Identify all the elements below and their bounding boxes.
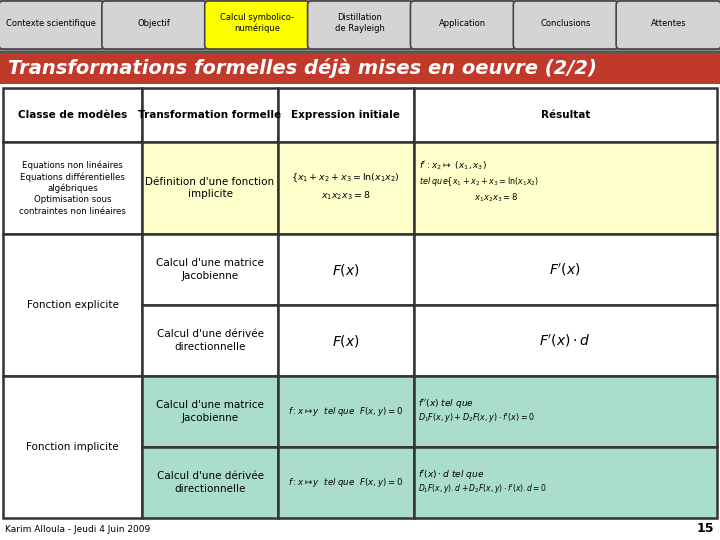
Bar bbox=[413, 447, 717, 518]
Text: $D_1F(x,y)+D_2F(x,y)\cdot f'(x)=0$: $D_1F(x,y)+D_2F(x,y)\cdot f'(x)=0$ bbox=[418, 411, 534, 424]
Bar bbox=[413, 234, 717, 305]
Bar bbox=[413, 305, 717, 376]
Text: Résultat: Résultat bbox=[541, 110, 590, 120]
Text: Calcul d'une dérivée
directionnelle: Calcul d'une dérivée directionnelle bbox=[156, 471, 264, 494]
FancyBboxPatch shape bbox=[616, 1, 720, 49]
Text: Classe de modèles: Classe de modèles bbox=[18, 110, 127, 120]
FancyBboxPatch shape bbox=[410, 1, 516, 49]
Bar bbox=[143, 376, 278, 447]
Bar bbox=[278, 88, 413, 141]
Text: $F(x)$: $F(x)$ bbox=[332, 262, 359, 278]
Text: $F'(x)$: $F'(x)$ bbox=[549, 261, 581, 278]
Bar bbox=[143, 305, 278, 376]
Text: Transformations formelles déjà mises en oeuvre (2/2): Transformations formelles déjà mises en … bbox=[8, 58, 597, 78]
Text: Calcul d'une matrice
Jacobienne: Calcul d'une matrice Jacobienne bbox=[156, 400, 264, 423]
Bar bbox=[278, 141, 413, 234]
Bar bbox=[3, 141, 143, 234]
Text: Fonction implicite: Fonction implicite bbox=[27, 442, 119, 452]
Text: Equations non linéaires
Equations différentielles
algébriques
Optimisation sous
: Equations non linéaires Equations différ… bbox=[19, 160, 126, 215]
Text: $x_1 x_2 x_3 = 8$: $x_1 x_2 x_3 = 8$ bbox=[321, 190, 371, 202]
Bar bbox=[143, 234, 278, 305]
Text: Distillation
de Rayleigh: Distillation de Rayleigh bbox=[335, 14, 385, 33]
Bar bbox=[413, 141, 717, 234]
Text: $F(x)$: $F(x)$ bbox=[332, 333, 359, 349]
Text: $F'(x) \cdot d$: $F'(x) \cdot d$ bbox=[539, 333, 591, 349]
Text: Contexte scientifique: Contexte scientifique bbox=[6, 18, 96, 28]
Bar bbox=[278, 376, 413, 447]
Text: $f' : x_2 \mapsto\ (x_1, x_3)$: $f' : x_2 \mapsto\ (x_1, x_3)$ bbox=[418, 160, 487, 172]
FancyBboxPatch shape bbox=[307, 1, 413, 49]
Text: Définition d'une fonction
implicite: Définition d'une fonction implicite bbox=[145, 177, 274, 199]
Text: $f''(x)\ tel\ que$: $f''(x)\ tel\ que$ bbox=[418, 397, 474, 410]
Text: $x_1 x_2 x_3 = 8$: $x_1 x_2 x_3 = 8$ bbox=[474, 192, 518, 204]
Text: $f: x \mapsto y\ $ tel que $\ F(x,y)=0$: $f: x \mapsto y\ $ tel que $\ F(x,y)=0$ bbox=[288, 405, 403, 418]
Text: Expression initiale: Expression initiale bbox=[292, 110, 400, 120]
Bar bbox=[0, 52, 720, 84]
Text: Calcul d'une dérivée
directionnelle: Calcul d'une dérivée directionnelle bbox=[156, 329, 264, 352]
Bar bbox=[143, 141, 278, 234]
Bar bbox=[413, 88, 717, 141]
Text: Transformation formelle: Transformation formelle bbox=[138, 110, 282, 120]
FancyBboxPatch shape bbox=[204, 1, 310, 49]
Bar bbox=[3, 234, 143, 376]
Text: $f'(x)\cdot d\ tel\ que$: $f'(x)\cdot d\ tel\ que$ bbox=[418, 468, 484, 481]
Text: Objectif: Objectif bbox=[138, 18, 171, 28]
Text: $f: x \mapsto y\ $ tel que $\ F(x,y)=0$: $f: x \mapsto y\ $ tel que $\ F(x,y)=0$ bbox=[288, 476, 403, 489]
Text: $\left\{ x_1 + x_2 + x_3 = \ln(x_1 x_2)\right.$: $\left\{ x_1 + x_2 + x_3 = \ln(x_1 x_2)\… bbox=[292, 172, 400, 184]
Text: Karim Alloula - Jeudi 4 Juin 2009: Karim Alloula - Jeudi 4 Juin 2009 bbox=[5, 524, 150, 534]
Bar bbox=[413, 376, 717, 447]
Text: Application: Application bbox=[439, 18, 487, 28]
Bar bbox=[143, 88, 278, 141]
Text: Calcul d'une matrice
Jacobienne: Calcul d'une matrice Jacobienne bbox=[156, 259, 264, 281]
FancyBboxPatch shape bbox=[102, 1, 207, 49]
Text: 15: 15 bbox=[696, 523, 714, 536]
FancyBboxPatch shape bbox=[513, 1, 618, 49]
Text: Calcul symbolico-
numérique: Calcul symbolico- numérique bbox=[220, 13, 294, 33]
Bar bbox=[0, 0, 720, 52]
Bar bbox=[143, 447, 278, 518]
Text: Conclusions: Conclusions bbox=[541, 18, 591, 28]
Text: $tel\ que \left\{ x_1 + x_2 + x_3 = \ln(x_1 x_2)\right.$: $tel\ que \left\{ x_1 + x_2 + x_3 = \ln(… bbox=[418, 176, 539, 188]
Text: $D_1F(x,y).d+D_2F(x,y)\cdot f'(x).d=0$: $D_1F(x,y).d+D_2F(x,y)\cdot f'(x).d=0$ bbox=[418, 482, 546, 495]
Bar bbox=[278, 234, 413, 305]
Bar bbox=[278, 447, 413, 518]
Bar bbox=[3, 376, 143, 518]
Text: Attentes: Attentes bbox=[651, 18, 686, 28]
Bar bbox=[3, 88, 143, 141]
Bar bbox=[278, 305, 413, 376]
FancyBboxPatch shape bbox=[0, 1, 104, 49]
Text: Fonction explicite: Fonction explicite bbox=[27, 300, 119, 310]
